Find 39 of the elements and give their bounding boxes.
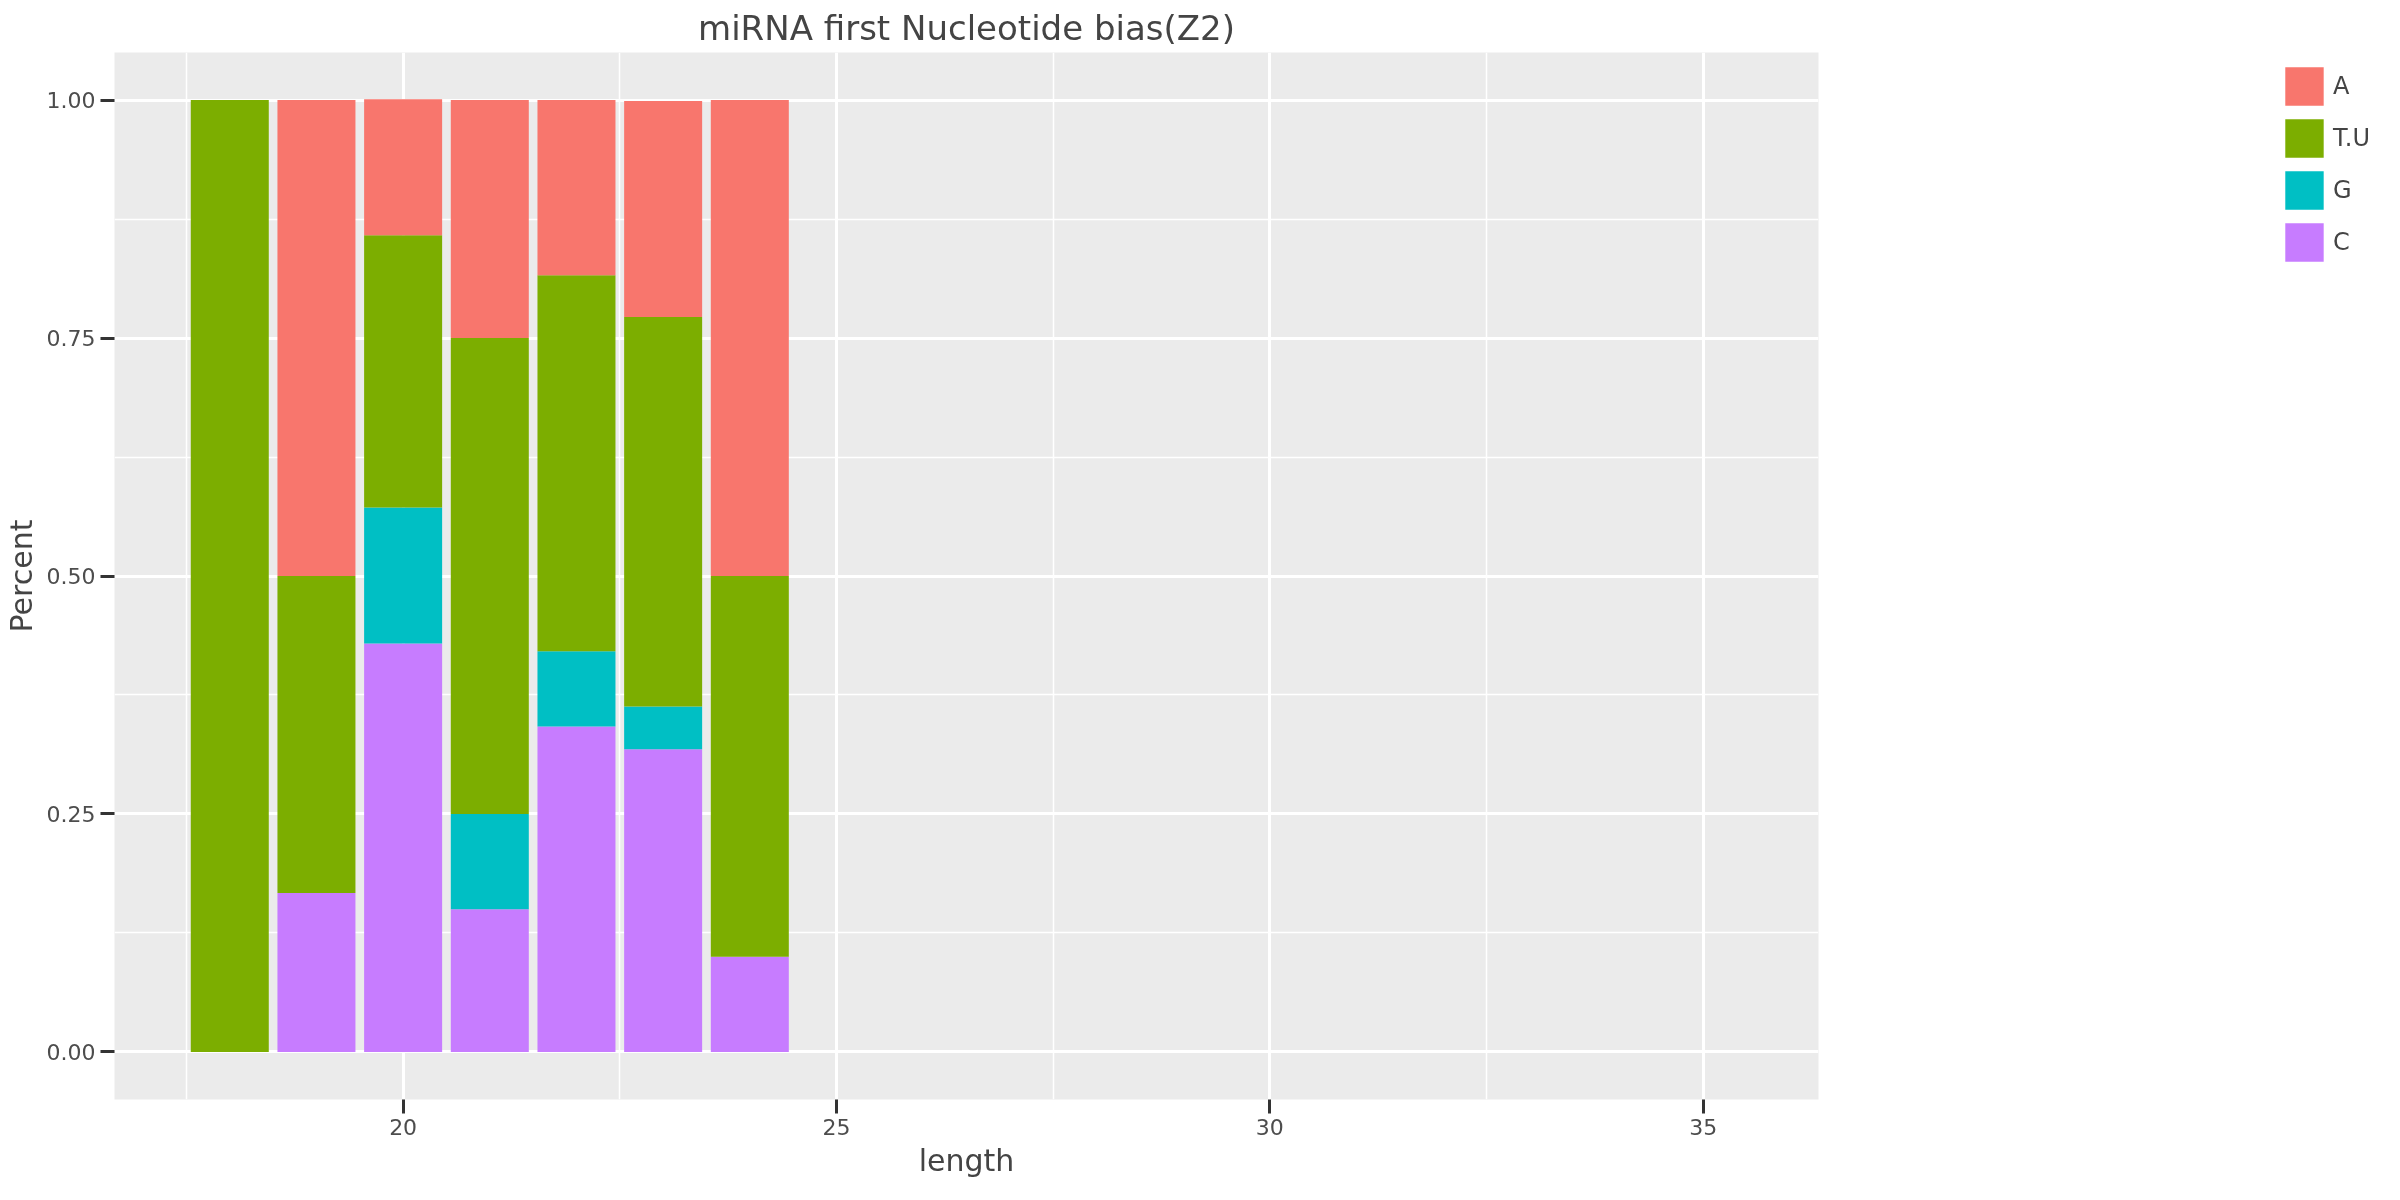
bar xyxy=(450,813,529,910)
y-tick-label: 0.25 xyxy=(46,801,96,827)
bar xyxy=(364,99,443,236)
legend-label: A xyxy=(2332,72,2351,100)
bar xyxy=(364,235,443,508)
bar xyxy=(277,576,356,893)
bar xyxy=(364,507,443,644)
bar xyxy=(190,100,269,1052)
x-tick-label: 30 xyxy=(1255,1114,1284,1140)
y-axis-title: Percent xyxy=(3,519,39,633)
x-tick-label: 35 xyxy=(1689,1114,1718,1140)
y-tick-label: 0.00 xyxy=(46,1039,96,1065)
legend-label: C xyxy=(2332,228,2351,256)
bar xyxy=(450,100,529,339)
x-tick-label: 25 xyxy=(822,1114,851,1140)
bar xyxy=(537,100,616,276)
legend-label: T.U xyxy=(2332,124,2370,152)
y-tick-label: 1.00 xyxy=(46,88,96,114)
y-tick-label: 0.75 xyxy=(46,326,96,352)
bar xyxy=(537,726,616,1052)
bar xyxy=(710,576,789,957)
bar xyxy=(277,892,356,1052)
bar xyxy=(364,643,443,1052)
legend-label: G xyxy=(2332,176,2353,204)
bar xyxy=(277,100,356,576)
x-axis-title: length xyxy=(918,1142,1015,1178)
bar xyxy=(450,909,529,1052)
bar xyxy=(710,956,789,1052)
bar xyxy=(624,749,703,1052)
bar xyxy=(537,275,616,652)
bar xyxy=(624,317,703,707)
chart-title: miRNA first Nucleotide bias(Z2) xyxy=(698,7,1235,48)
bar xyxy=(710,100,789,576)
y-tick-label: 0.50 xyxy=(46,564,96,589)
bar xyxy=(624,706,703,750)
bar xyxy=(450,338,529,814)
bar xyxy=(537,651,616,727)
bar xyxy=(624,101,703,318)
x-tick-label: 20 xyxy=(389,1114,418,1140)
